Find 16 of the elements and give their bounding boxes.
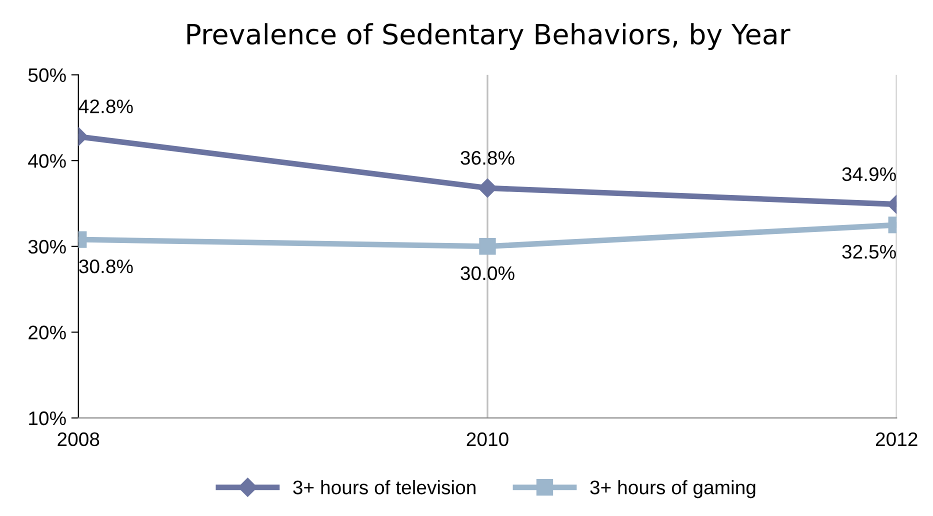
y-tick-label: 50% xyxy=(28,68,66,82)
chart-title: Prevalence of Sedentary Behaviors, by Year xyxy=(187,23,790,50)
y-tick-label: 20% xyxy=(28,326,66,340)
x-tick-label: 2010 xyxy=(466,432,508,446)
y-tick-label: 40% xyxy=(28,154,66,168)
data-label: 34.9% xyxy=(842,167,896,182)
y-tick-label: 10% xyxy=(29,411,66,426)
data-label: 30.0% xyxy=(460,266,514,280)
data-label: 30.8% xyxy=(79,259,133,274)
y-tick-label: 30% xyxy=(28,240,66,254)
legend-label: 3+ hours of television xyxy=(293,480,476,494)
legend-label: 3+ hours of gaming xyxy=(590,480,756,498)
x-tick-label: 2012 xyxy=(876,432,918,446)
data-label: 32.5% xyxy=(842,244,896,259)
x-tick-label: 2008 xyxy=(58,432,100,446)
data-label: 36.8% xyxy=(460,151,514,165)
